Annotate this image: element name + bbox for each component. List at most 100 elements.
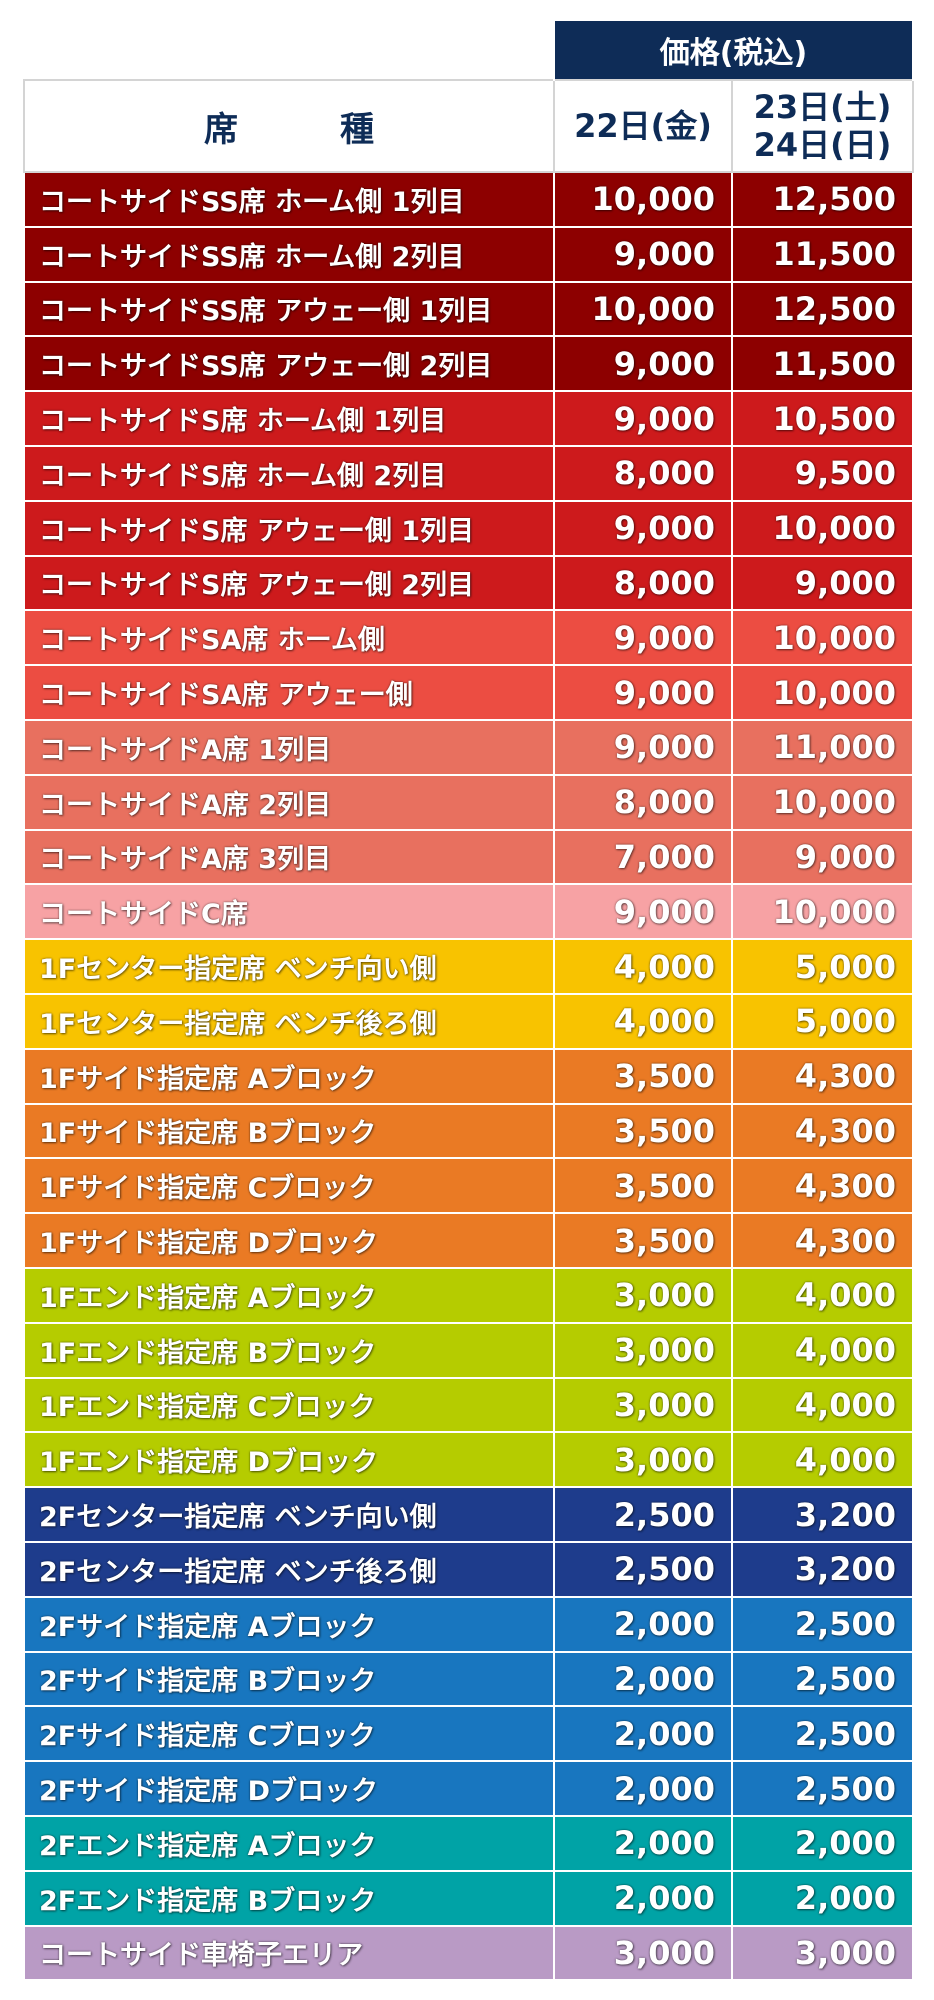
seat-name: コートサイドS席 ホーム側 1列目: [23, 390, 555, 447]
price-day1: 8,000: [553, 444, 733, 502]
table-row: コートサイド車椅子エリア 3,000 3,000: [23, 1924, 915, 1982]
price-day2: 9,500: [730, 444, 915, 502]
seat-type-header: 席 種: [23, 79, 555, 173]
price-day1: 8,000: [553, 554, 733, 612]
seat-name: 1Fセンター指定席 ベンチ向い側: [23, 938, 555, 995]
price-day2: 4,000: [730, 1376, 915, 1434]
seat-name: コートサイド車椅子エリア: [23, 1924, 555, 1982]
seat-name: 2Fセンター指定席 ベンチ後ろ側: [23, 1540, 555, 1598]
day1-label: 22日(金): [574, 107, 712, 145]
table-row: コートサイドSA席 ホーム側 9,000 10,000: [23, 609, 915, 667]
day1-header: 22日(金): [553, 79, 733, 173]
price-day2: 2,000: [730, 1869, 915, 1927]
price-day2: 4,300: [730, 1102, 915, 1160]
table-row: 2Fエンド指定席 Aブロック 2,000 2,000: [23, 1814, 915, 1872]
table-row: 2Fサイド指定席 Aブロック 2,000 2,500: [23, 1595, 915, 1653]
price-day1: 7,000: [553, 828, 733, 886]
table-row: 1Fサイド指定席 Aブロック 3,500 4,300: [23, 1047, 915, 1105]
price-day1: 3,000: [553, 1266, 733, 1324]
price-day2: 2,000: [730, 1814, 915, 1872]
price-day1: 2,500: [553, 1486, 733, 1543]
table-row: 1Fセンター指定席 ベンチ後ろ側 4,000 5,000: [23, 992, 915, 1050]
table-row: 1Fエンド指定席 Dブロック 3,000 4,000: [23, 1431, 915, 1489]
seat-name: コートサイドSA席 ホーム側: [23, 609, 555, 667]
day2-label-line2: 24日(日): [753, 126, 892, 164]
seat-name: コートサイドS席 アウェー側 2列目: [23, 554, 555, 612]
price-day2: 10,000: [730, 883, 915, 941]
price-day2: 2,500: [730, 1595, 915, 1653]
price-day1: 9,000: [553, 664, 733, 721]
table-row: 1Fサイド指定席 Dブロック 3,500 4,300: [23, 1212, 915, 1269]
table-row: 1Fセンター指定席 ベンチ向い側 4,000 5,000: [23, 938, 915, 995]
table-row: 2Fエンド指定席 Bブロック 2,000 2,000: [23, 1869, 915, 1927]
seat-name: コートサイドSS席 ホーム側 2列目: [23, 225, 555, 283]
price-day2: 9,000: [730, 828, 915, 886]
seat-name: 1Fエンド指定席 Bブロック: [23, 1321, 555, 1379]
seat-name: 1Fサイド指定席 Dブロック: [23, 1212, 555, 1269]
table-row: コートサイドC席 9,000 10,000: [23, 883, 915, 941]
price-day2: 3,000: [730, 1924, 915, 1982]
price-day1: 3,500: [553, 1157, 733, 1215]
price-day2: 2,500: [730, 1650, 915, 1708]
price-day2: 4,000: [730, 1266, 915, 1324]
seat-name: 2Fサイド指定席 Aブロック: [23, 1595, 555, 1653]
column-header-row: 席 種 22日(金) 23日(土) 24日(日): [23, 79, 915, 173]
price-day1: 2,500: [553, 1540, 733, 1598]
seat-name: コートサイドSA席 アウェー側: [23, 664, 555, 721]
price-day1: 4,000: [553, 992, 733, 1050]
ticket-price-table: 価格(税込) 席 種 22日(金) 23日(土) 24日(日) コートサイドSS…: [23, 19, 915, 1982]
price-day1: 2,000: [553, 1595, 733, 1653]
seat-name: コートサイドSS席 ホーム側 1列目: [23, 171, 555, 228]
price-day1: 3,000: [553, 1376, 733, 1434]
price-day2: 4,300: [730, 1212, 915, 1269]
seat-name: 1Fサイド指定席 Bブロック: [23, 1102, 555, 1160]
price-day2: 4,000: [730, 1431, 915, 1489]
price-day2: 10,000: [730, 609, 915, 667]
table-row: 1Fサイド指定席 Cブロック 3,500 4,300: [23, 1157, 915, 1215]
price-day2: 5,000: [730, 992, 915, 1050]
table-row: 2Fサイド指定席 Bブロック 2,000 2,500: [23, 1650, 915, 1708]
price-day1: 2,000: [553, 1705, 733, 1763]
price-day1: 2,000: [553, 1814, 733, 1872]
seat-name: 1Fエンド指定席 Dブロック: [23, 1431, 555, 1489]
price-day2: 4,300: [730, 1047, 915, 1105]
seat-name: コートサイドS席 ホーム側 2列目: [23, 444, 555, 502]
price-day2: 10,500: [730, 390, 915, 447]
price-day2: 2,500: [730, 1760, 915, 1817]
seat-name: 2Fサイド指定席 Dブロック: [23, 1760, 555, 1817]
seat-name: 2Fエンド指定席 Bブロック: [23, 1869, 555, 1927]
price-day1: 3,500: [553, 1047, 733, 1105]
table-row: コートサイドA席 2列目 8,000 10,000: [23, 773, 915, 831]
price-day1: 4,000: [553, 938, 733, 995]
price-day1: 9,000: [553, 609, 733, 667]
seat-name: コートサイドSS席 アウェー側 2列目: [23, 335, 555, 393]
table-row: 1Fエンド指定席 Bブロック 3,000 4,000: [23, 1321, 915, 1379]
price-day1: 3,500: [553, 1212, 733, 1269]
price-day1: 10,000: [553, 280, 733, 338]
price-day2: 10,000: [730, 664, 915, 721]
seat-name: 1Fエンド指定席 Cブロック: [23, 1376, 555, 1434]
price-group-header: 価格(税込): [552, 19, 915, 80]
price-day1: 2,000: [553, 1650, 733, 1708]
table-row: コートサイドSS席 ホーム側 2列目 9,000 11,500: [23, 225, 915, 283]
table-row: コートサイドA席 3列目 7,000 9,000: [23, 828, 915, 886]
seat-name: 1Fセンター指定席 ベンチ後ろ側: [23, 992, 555, 1050]
seat-name: 2Fサイド指定席 Bブロック: [23, 1650, 555, 1708]
table-row: コートサイドSS席 ホーム側 1列目 10,000 12,500: [23, 171, 915, 228]
price-day1: 3,500: [553, 1102, 733, 1160]
header-spacer: [24, 20, 554, 80]
table-row: 1Fサイド指定席 Bブロック 3,500 4,300: [23, 1102, 915, 1160]
price-day2: 11,500: [730, 225, 915, 283]
seat-name: コートサイドS席 アウェー側 1列目: [23, 499, 555, 557]
price-day1: 9,000: [553, 499, 733, 557]
price-day1: 3,000: [553, 1321, 733, 1379]
price-day2: 12,500: [730, 280, 915, 338]
price-day2: 12,500: [730, 171, 915, 228]
seat-name: コートサイドA席 2列目: [23, 773, 555, 831]
price-day2: 10,000: [730, 773, 915, 831]
table-row: 2Fサイド指定席 Dブロック 2,000 2,500: [23, 1760, 915, 1817]
table-row: コートサイドS席 アウェー側 2列目 8,000 9,000: [23, 554, 915, 612]
seat-name: 1Fエンド指定席 Aブロック: [23, 1266, 555, 1324]
price-day1: 9,000: [553, 390, 733, 447]
price-day2: 3,200: [730, 1486, 915, 1543]
